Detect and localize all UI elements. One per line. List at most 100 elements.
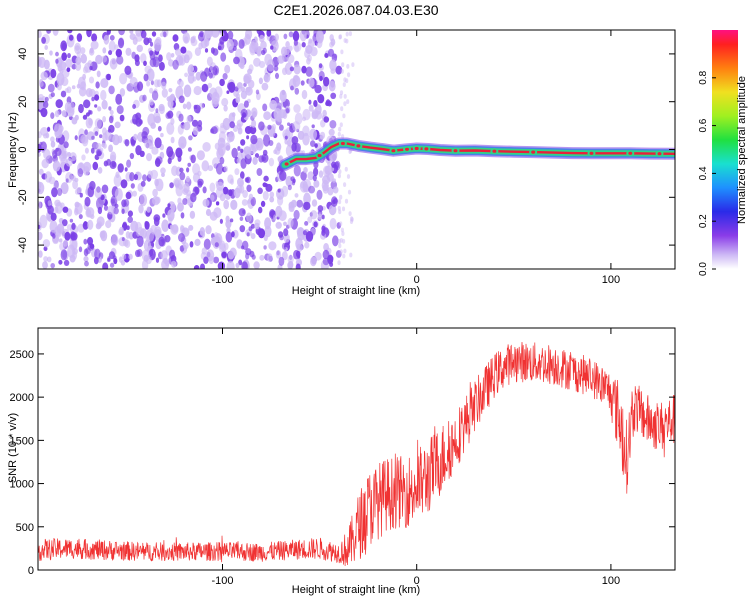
- noise-speckle: [94, 104, 98, 108]
- noise-speckle: [311, 109, 319, 119]
- noise-speckle: [255, 137, 264, 151]
- noise-speckle: [46, 256, 52, 263]
- noise-speckle: [205, 225, 212, 235]
- noise-speckle: [313, 180, 320, 188]
- noise-speckle: [146, 206, 151, 213]
- spectrogram-panel: -100 0 100 -40 -20 0 20 40 Height of straight …: [7, 29, 676, 297]
- noise-speckle: [245, 86, 253, 96]
- noise-speckle: [263, 73, 271, 83]
- noise-speckle: [287, 122, 291, 126]
- noise-speckle: [128, 253, 133, 260]
- noise-speckle: [60, 182, 69, 195]
- noise-speckle: [219, 157, 225, 165]
- noise-speckle: [213, 207, 222, 219]
- noise-speckle: [229, 121, 235, 129]
- noise-speckle: [94, 118, 102, 129]
- noise-speckle: [69, 254, 76, 263]
- ridge-blob-core: [391, 149, 396, 153]
- noise-speckle: [71, 234, 76, 240]
- noise-speckle: [117, 37, 125, 49]
- noise-speckle: [108, 40, 116, 53]
- noise-speckle: [61, 52, 67, 61]
- noise-speckle: [329, 59, 337, 71]
- noise-speckle: [237, 146, 241, 151]
- noise-speckle: [62, 239, 69, 247]
- noise-speckle: [281, 185, 289, 197]
- x-tick-label: 100: [602, 575, 620, 587]
- noise-speckle: [136, 44, 143, 53]
- noise-speckle: [38, 168, 44, 175]
- noise-speckle: [168, 59, 174, 67]
- noise-speckle: [209, 182, 216, 193]
- y-tick-label: -40: [17, 237, 29, 253]
- noise-speckle: [285, 144, 294, 157]
- noise-speckle: [91, 33, 98, 42]
- noise-speckle: [91, 96, 95, 102]
- noise-speckle: [136, 227, 145, 238]
- noise-speckle: [161, 81, 167, 90]
- noise-speckle: [246, 232, 250, 237]
- noise-speckle: [227, 30, 234, 40]
- noise-speckle: [178, 54, 186, 66]
- noise-speckle: [236, 157, 241, 164]
- ridge-blob-core: [453, 149, 458, 153]
- noise-speckle: [183, 84, 192, 98]
- noise-speckle: [47, 205, 54, 215]
- noise-speckle: [38, 143, 42, 153]
- noise-speckle: [38, 250, 43, 258]
- noise-speckle: [65, 178, 69, 183]
- ridge-blob-core: [405, 147, 409, 151]
- y-tick-label: 2000: [10, 392, 34, 404]
- noise-speckle: [343, 94, 347, 99]
- ridge-blob-core: [492, 149, 497, 153]
- noise-speckle: [164, 235, 171, 243]
- noise-speckle: [59, 61, 67, 71]
- noise-speckle: [318, 170, 324, 178]
- noise-speckle: [151, 146, 159, 155]
- noise-speckle: [295, 263, 301, 269]
- noise-speckle: [96, 70, 101, 78]
- noise-speckle: [322, 183, 329, 194]
- signal-ridge-layer: [278, 137, 675, 171]
- noise-speckle: [278, 231, 284, 238]
- noise-speckle: [50, 212, 57, 221]
- noise-speckle: [303, 201, 311, 211]
- noise-speckle: [292, 75, 301, 87]
- noise-speckle: [191, 119, 199, 127]
- ridge-blob-core: [531, 150, 536, 154]
- noise-speckle: [116, 105, 124, 115]
- noise-speckle: [74, 135, 78, 141]
- x-tick-label: 0: [414, 575, 420, 587]
- colorbar-gradient: [712, 30, 738, 269]
- noise-speckle: [94, 186, 103, 199]
- noise-speckle: [346, 174, 351, 179]
- noise-speckle: [291, 180, 296, 186]
- noise-speckle: [89, 65, 93, 71]
- noise-speckle: [48, 176, 56, 185]
- spectrogram-x-ticks: -100 0 100: [211, 30, 620, 286]
- noise-speckle: [193, 85, 202, 96]
- noise-speckle: [38, 81, 44, 87]
- noise-speckle: [190, 38, 198, 47]
- y-tick-label: -20: [17, 189, 29, 205]
- noise-speckle: [310, 46, 318, 57]
- noise-speckle: [171, 165, 179, 177]
- noise-speckle: [71, 85, 76, 90]
- noise-speckle: [278, 256, 285, 266]
- noise-speckle: [149, 57, 157, 68]
- noise-speckle: [238, 208, 246, 217]
- noise-speckle: [230, 178, 234, 185]
- noise-speckle: [108, 50, 113, 56]
- noise-speckle: [262, 156, 266, 162]
- noise-speckle: [240, 171, 245, 180]
- noise-speckle: [349, 219, 354, 225]
- noise-speckle: [254, 42, 259, 49]
- noise-speckle: [323, 76, 330, 87]
- noise-speckle: [86, 30, 92, 38]
- noise-speckle: [313, 100, 318, 107]
- noise-speckle: [284, 135, 288, 140]
- noise-speckle: [84, 260, 89, 267]
- noise-speckle: [292, 121, 301, 132]
- noise-speckle: [87, 219, 94, 230]
